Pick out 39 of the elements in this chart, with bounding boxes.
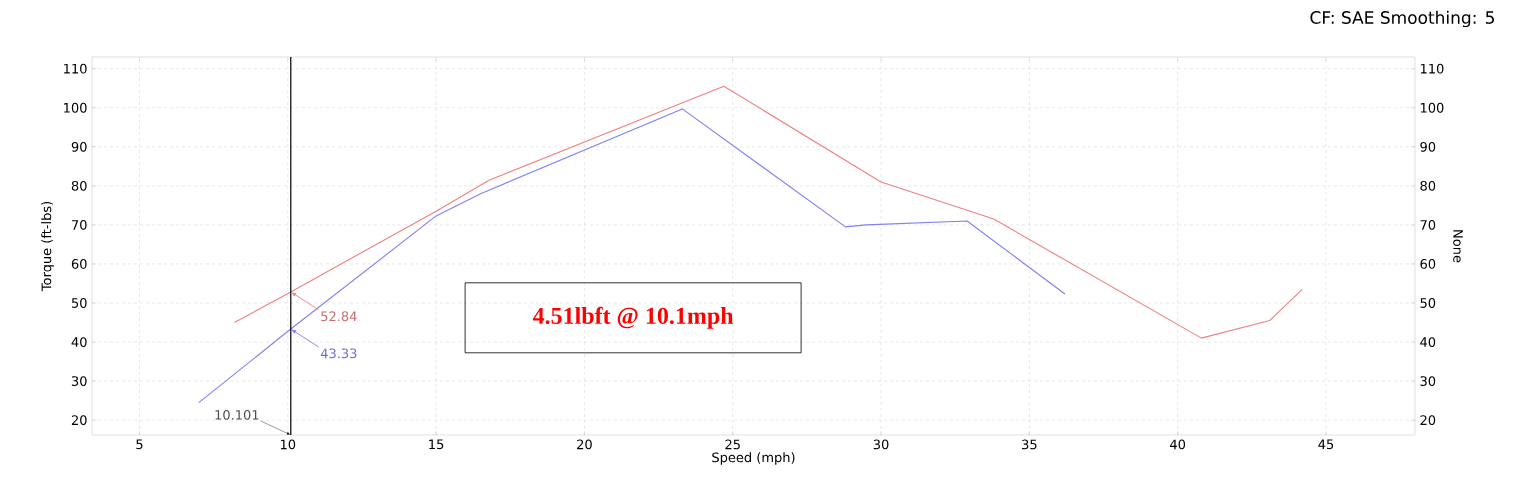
x-tick-label: 45 (1318, 439, 1334, 450)
y-axis-title: Torque (ft-lbs) (41, 201, 54, 292)
ref-line-label: 10.101 (215, 409, 259, 420)
y-tick-label: 100 (64, 102, 87, 113)
x-tick-label: 15 (429, 439, 444, 450)
line-series (198, 108, 1066, 404)
line-series (233, 85, 1303, 339)
y2-tick-label: 20 (1420, 415, 1436, 426)
x-tick-label: 20 (577, 439, 592, 450)
y2-tick-label: 90 (1420, 141, 1436, 152)
x-tick-label: 35 (1022, 439, 1037, 450)
y2-tick-label: 110 (1420, 63, 1444, 74)
chart-subtitle: CF: SAE Smoothing: 5 (1310, 10, 1494, 28)
y-tick-label: 80 (71, 180, 87, 191)
y-tick-label: 90 (71, 141, 87, 152)
x-axis-title: Speed (mph) (712, 452, 795, 465)
x-tick-label: 25 (725, 439, 740, 450)
x-tick-label: 10 (280, 439, 296, 450)
y2-tick-label: 60 (1420, 259, 1436, 269)
x-tick-label: 5 (136, 439, 143, 450)
y-tick-label: 20 (71, 415, 87, 426)
y2-tick-label: 40 (1420, 337, 1436, 347)
x-tick-label: 30 (873, 439, 889, 450)
y-tick-label: 50 (71, 298, 87, 308)
y2-tick-label: 100 (1420, 102, 1444, 113)
y-tick-label: 70 (72, 219, 87, 230)
y2-tick-label: 50 (1420, 298, 1436, 308)
y-tick-label: 110 (64, 63, 87, 74)
y-tick-label: 30 (71, 376, 87, 387)
x-tick-label: 40 (1170, 439, 1186, 450)
annotation: 52.84 (321, 311, 357, 322)
y-tick-label: 40 (71, 337, 87, 347)
y2-tick-label: 30 (1420, 376, 1436, 387)
y2-tick-label: 80 (1420, 180, 1436, 191)
y-tick-label: 60 (71, 259, 87, 269)
annotation: 4.51lbft @ 10.1mph (532, 306, 734, 329)
annotation: 43.33 (320, 348, 357, 359)
y2-tick-label: 70 (1420, 219, 1436, 230)
y2-axis-title: None (1453, 230, 1463, 263)
